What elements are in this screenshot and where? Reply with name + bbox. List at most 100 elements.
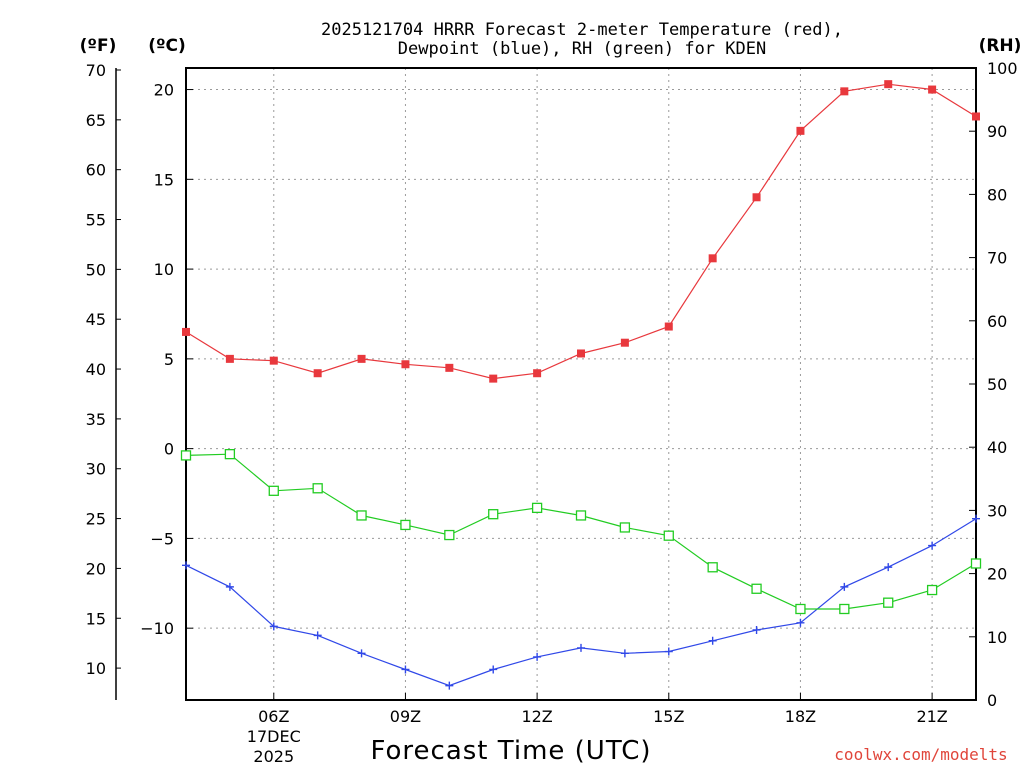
fahrenheit-tick-label: 50 [86,260,106,279]
rh-tick-label: 50 [987,375,1007,394]
fahrenheit-unit-label: (ºF) [80,36,117,56]
rh-line [185,453,977,610]
temperature-point [489,374,498,383]
rh-tick-label: 20 [987,565,1007,584]
celsius-tick-label: −5 [150,529,174,548]
dewpoint-series [182,514,980,690]
x-tick-date-label: 17DEC [247,727,301,746]
celsius-tick-label: 5 [164,350,174,369]
rh-point [707,562,718,573]
dewpoint-point [664,647,673,656]
rh-point [268,485,279,496]
grid-layer [186,68,976,700]
rh-point [180,450,192,461]
rh-point [356,510,367,521]
dewpoint-point [357,649,366,658]
temperature-point [664,322,673,331]
rh-point [751,583,762,594]
dewpoint-point [620,649,629,658]
temperature-point [357,354,366,363]
celsius-tick-label: 15 [154,170,174,189]
fahrenheit-tick-label: 35 [86,410,106,429]
rh-tick-label: 90 [987,122,1007,141]
rh-point [312,483,323,494]
dewpoint-point [840,582,849,591]
temperature-point [533,369,542,378]
temperature-series [182,80,980,383]
fahrenheit-tick-label: 15 [86,609,106,628]
temperature-line [185,83,977,380]
temperature-point [796,126,805,135]
fahrenheit-tick-label: 30 [86,460,106,479]
chart-title: 2025121704 HRRR Forecast 2-meter Tempera… [321,20,843,59]
fahrenheit-tick-label: 65 [86,111,106,130]
chart-title-line-1: 2025121704 HRRR Forecast 2-meter Tempera… [321,20,843,40]
dewpoint-point [928,541,937,550]
temperature-point [577,349,585,358]
rh-tick-label: 100 [987,59,1018,78]
celsius-axis: 20 15 10 5 0 −5 −10 [140,81,193,638]
rh-tick-label: 10 [987,628,1007,647]
rh-series [180,449,982,615]
x-axis-label: Forecast Time (UTC) [370,736,651,766]
rh-point [400,519,411,531]
x-tick-label: 12Z [521,707,552,726]
chart-title-line-2: Dewpoint (blue), RH (green) for KDEN [398,39,766,59]
dewpoint-point [445,681,454,690]
x-tick-label: 09Z [390,707,421,726]
temperature-point [225,354,234,363]
rh-point [619,522,631,533]
dewpoint-point [884,563,893,572]
rh-point [488,509,499,520]
dewpoint-point [972,514,980,523]
temperature-point [884,80,893,89]
celsius-tick-label: 10 [154,260,174,279]
dewpoint-point [796,618,805,627]
x-tick-date-label: 2025 [253,747,294,766]
celsius-tick-label: 20 [154,81,174,100]
x-tick-label: 15Z [653,707,684,726]
temperature-point [752,193,761,202]
fahrenheit-tick-label: 20 [86,559,106,578]
rh-tick-label: 40 [987,438,1007,457]
fahrenheit-tick-label: 70 [86,61,106,80]
rh-point [224,449,236,460]
rh-point [970,558,982,569]
x-tick-label: 18Z [785,707,816,726]
dewpoint-point [313,631,322,640]
x-tick-label: 06Z [258,707,289,726]
temperature-point [313,369,322,378]
credit-text: coolwx.com/modelts [834,745,1007,764]
fahrenheit-tick-label: 40 [86,360,106,379]
rh-point [444,529,455,541]
rh-point [926,584,938,596]
celsius-unit-label: (ºC) [148,36,186,56]
fahrenheit-tick-label: 55 [86,211,106,230]
temperature-point [269,356,278,365]
series-layer [180,80,982,690]
temperature-point [840,87,849,96]
fahrenheit-tick-label: 60 [86,161,106,180]
dewpoint-point [225,582,234,591]
dewpoint-point [401,665,410,674]
fahrenheit-tick-label: 45 [86,310,106,329]
fahrenheit-tick-label: 10 [86,659,106,678]
temperature-point [708,254,717,263]
temperature-point [182,327,190,336]
rh-tick-label: 80 [987,185,1007,204]
temperature-point [972,112,980,121]
dewpoint-point [577,643,585,652]
temperature-point [401,360,410,369]
rh-tick-label: 60 [987,312,1007,331]
plot-frame [185,67,977,701]
dewpoint-point [752,625,761,634]
x-tick-label: 21Z [916,707,947,726]
celsius-tick-label: 0 [164,440,174,459]
temperature-point [445,363,454,372]
rh-point [575,510,587,521]
dewpoint-point [708,636,717,645]
rh-tick-label: 30 [987,501,1007,520]
